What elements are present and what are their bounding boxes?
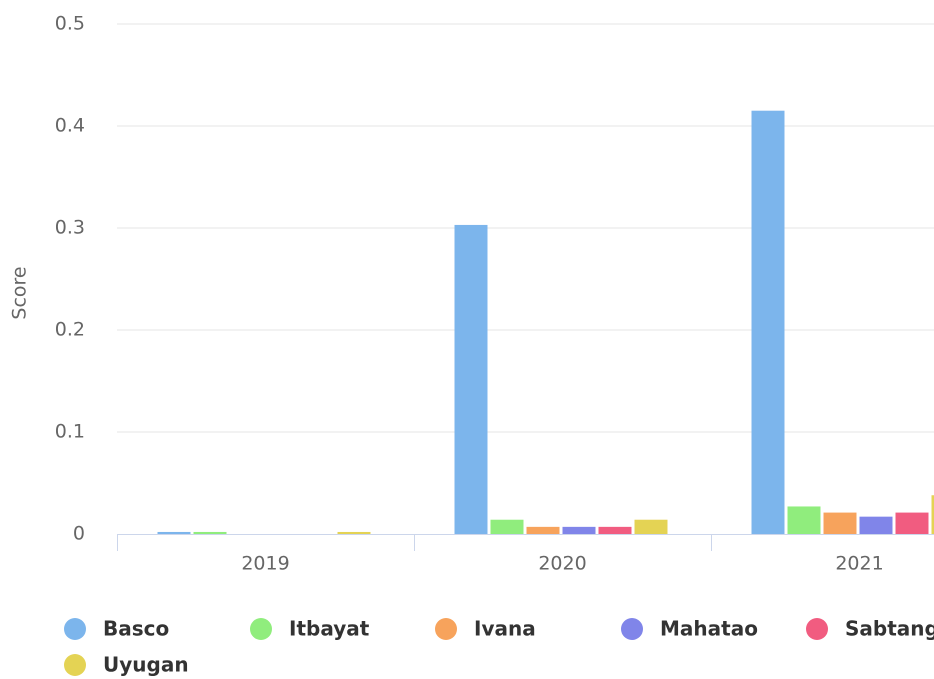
legend-marker [64, 654, 86, 676]
bar [751, 110, 785, 534]
x-tick-label: 2020 [538, 553, 586, 575]
legend-marker [64, 618, 86, 640]
bar [454, 224, 488, 534]
legend-label: Itbayat [289, 617, 370, 641]
bar [823, 512, 857, 534]
y-tick-label: 0 [73, 523, 85, 545]
bar [634, 519, 668, 534]
legend-label: Sabtang [845, 617, 934, 641]
legend-label: Uyugan [103, 653, 189, 677]
legend-marker [250, 618, 272, 640]
bar [931, 495, 934, 534]
legend-label: Mahatao [660, 617, 758, 641]
y-tick-label: 0.1 [55, 421, 85, 443]
legend-label: Ivana [474, 617, 536, 641]
bar [157, 531, 191, 534]
bar [526, 526, 560, 534]
legend-marker [621, 618, 643, 640]
bar [490, 519, 524, 534]
bar [859, 516, 893, 534]
x-tick-label: 2019 [241, 553, 289, 575]
y-axis-label: Score [9, 266, 31, 319]
bar [895, 512, 929, 534]
bar [787, 506, 821, 534]
bar [337, 531, 371, 534]
bar [193, 531, 227, 534]
y-tick-label: 0.2 [55, 319, 85, 341]
x-tick-label: 2021 [835, 553, 883, 575]
legend-marker [435, 618, 457, 640]
bar [598, 526, 632, 534]
legend: Basco Itbayat Ivana Mahatao Sabtang Uyugan [64, 617, 934, 677]
y-tick-label: 0.3 [55, 217, 85, 239]
y-tick-label: 0.5 [55, 13, 85, 35]
y-tick-label: 0.4 [55, 115, 85, 137]
legend-marker [806, 618, 828, 640]
bar [562, 526, 596, 534]
legend-label: Basco [103, 617, 169, 641]
plot-area: 2019 2020 2021 [117, 23, 934, 575]
